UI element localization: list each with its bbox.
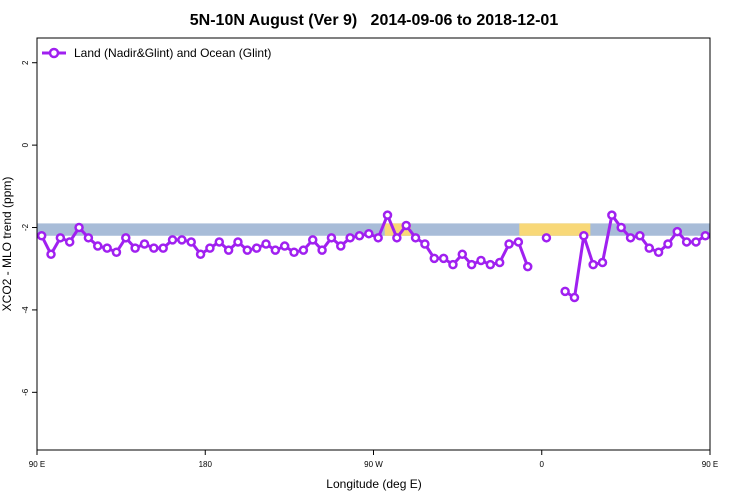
data-point xyxy=(317,245,327,255)
data-point xyxy=(83,233,94,243)
data-point xyxy=(139,239,150,249)
data-point xyxy=(373,233,383,243)
data-point xyxy=(46,249,56,260)
data-point xyxy=(672,226,683,237)
data-point xyxy=(298,245,309,255)
data-point xyxy=(214,237,225,247)
x-tick-label: 0 xyxy=(540,460,545,469)
data-point xyxy=(700,231,710,241)
series-line xyxy=(40,213,530,268)
data-point xyxy=(326,233,337,243)
y-axis-label: XCO2 - MLO trend (ppm) xyxy=(0,177,14,312)
data-point xyxy=(279,241,290,251)
data-point xyxy=(270,245,281,255)
data-point xyxy=(382,210,393,220)
data-point xyxy=(205,243,215,253)
data-point xyxy=(597,257,608,268)
data-point xyxy=(466,259,477,270)
data-point xyxy=(392,233,402,243)
axes: 90 E 180 90 W 0 90 E 2 0 -2 -4 -6 xyxy=(21,60,718,469)
x-tick-label: 90 W xyxy=(364,460,383,469)
data-point xyxy=(579,231,589,241)
legend-point-marker xyxy=(48,47,60,59)
data-point xyxy=(709,234,710,237)
data-point xyxy=(410,233,421,243)
y-tick-label: -2 xyxy=(21,223,30,231)
data-point xyxy=(513,237,524,247)
y-tick-label: -6 xyxy=(21,388,30,396)
data-point xyxy=(64,237,75,247)
data-point xyxy=(336,241,346,251)
data-point xyxy=(345,233,355,243)
data-point xyxy=(55,233,66,243)
data-point xyxy=(93,241,103,251)
data-point xyxy=(167,235,178,245)
data-point xyxy=(485,259,496,270)
data-point xyxy=(494,257,505,268)
data-point xyxy=(504,239,514,249)
x-tick-label: 180 xyxy=(199,460,213,469)
data-point xyxy=(541,233,552,243)
data-point xyxy=(588,259,598,270)
data-point xyxy=(420,239,430,249)
data-point xyxy=(364,228,374,239)
data-point xyxy=(37,231,47,241)
data-point xyxy=(195,249,206,260)
data-point xyxy=(457,249,468,260)
data-point xyxy=(569,292,580,303)
x-axis-label: Longitude (deg E) xyxy=(326,477,421,491)
plot-frame xyxy=(36,37,711,451)
data-point xyxy=(730,234,737,241)
data-point xyxy=(261,239,271,249)
data-point xyxy=(681,237,692,247)
legend: Land (Nadir&Glint) and Ocean (Glint) xyxy=(42,46,271,60)
data-point xyxy=(438,253,449,264)
data-point xyxy=(635,231,645,241)
data-point xyxy=(74,222,84,233)
data-point xyxy=(158,243,168,253)
data-point xyxy=(691,237,701,247)
data-point xyxy=(354,231,365,241)
data-point xyxy=(653,247,664,257)
data-point xyxy=(721,251,728,258)
data-point xyxy=(186,237,196,247)
x-tick-label: 90 E xyxy=(702,460,718,469)
data-point xyxy=(111,247,122,257)
data-point xyxy=(663,239,673,249)
data-point xyxy=(102,243,112,253)
data-point xyxy=(223,245,234,255)
data-point xyxy=(625,233,636,243)
y-tick-label: -4 xyxy=(21,306,30,314)
chart-title: 5N-10N August (Ver 9) 2014-09-06 to 2018… xyxy=(190,12,559,29)
data-point xyxy=(121,233,131,243)
x-tick-label: 90 E xyxy=(29,460,45,469)
data-point xyxy=(242,245,253,255)
data-point xyxy=(307,235,318,245)
data-point xyxy=(177,235,187,245)
data-point xyxy=(607,210,617,220)
data-point xyxy=(429,253,440,264)
data-point xyxy=(739,238,746,245)
land-strip-segment xyxy=(519,223,591,236)
legend-entry: Land (Nadir&Glint) and Ocean (Glint) xyxy=(74,46,271,60)
data-point xyxy=(149,243,159,253)
data-point xyxy=(448,259,458,270)
data-point xyxy=(233,237,243,247)
data-point xyxy=(616,222,626,233)
data-point xyxy=(522,261,533,272)
series-layer xyxy=(37,210,746,303)
data-point xyxy=(401,220,411,231)
data-point xyxy=(476,255,486,266)
y-tick-label: 2 xyxy=(21,60,30,65)
data-point xyxy=(130,243,140,253)
y-tick-label: 0 xyxy=(21,142,30,147)
data-point xyxy=(560,286,570,297)
data-point xyxy=(644,243,654,253)
data-point xyxy=(289,247,299,257)
data-point xyxy=(251,243,262,253)
